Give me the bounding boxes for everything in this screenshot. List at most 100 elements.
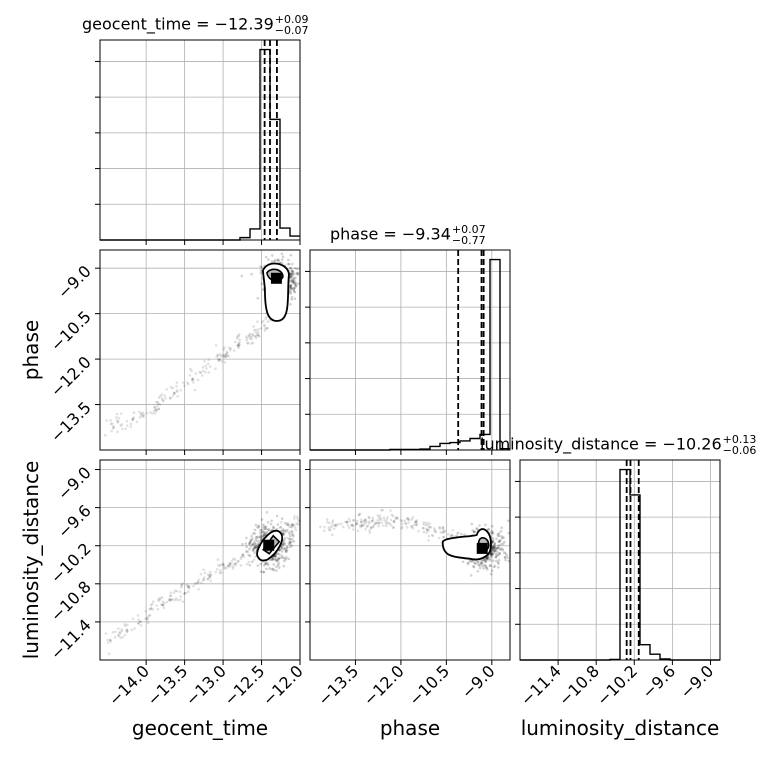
scatter-point	[260, 320, 264, 324]
mode-marker	[270, 272, 282, 284]
scatter-point	[163, 394, 167, 398]
scatter-point	[234, 564, 237, 567]
scatter-point	[119, 412, 123, 415]
title-value: geocent_time = −12.39	[82, 14, 274, 34]
scatter-point	[289, 280, 293, 283]
scatter-point	[201, 365, 205, 369]
scatter-point	[220, 360, 224, 363]
scatter-point	[356, 529, 360, 533]
scatter-point	[155, 405, 159, 408]
scatter-point	[199, 371, 203, 374]
scatter-point	[411, 527, 415, 530]
scatter-point	[191, 377, 194, 380]
scatter-point	[450, 533, 453, 537]
scatter-point	[493, 546, 497, 550]
scatter-point	[263, 527, 267, 531]
scatter-point	[285, 550, 288, 553]
scatter-point	[262, 570, 265, 574]
scatter-point	[438, 525, 441, 529]
scatter-point	[285, 523, 289, 526]
scatter-point	[380, 508, 383, 512]
scatter-point	[280, 258, 284, 261]
scatter-point	[295, 284, 298, 288]
scatter-point	[497, 540, 501, 543]
scatter-point	[119, 636, 122, 640]
scatter-point	[244, 542, 248, 545]
scatter-point	[204, 364, 207, 368]
scatter-point	[148, 607, 151, 611]
scatter-point	[348, 519, 352, 523]
scatter-point	[415, 519, 419, 522]
title-plus: +0.13	[722, 433, 757, 446]
scatter-point	[264, 525, 267, 528]
scatter-point	[392, 525, 395, 529]
scatter-point	[407, 518, 411, 521]
scatter-point	[237, 334, 240, 338]
scatter-point	[431, 534, 434, 538]
scatter-point	[191, 378, 195, 381]
scatter-point	[381, 508, 384, 512]
scatter-point	[259, 265, 262, 268]
scatter-point	[253, 334, 256, 338]
scatter-point	[126, 623, 129, 627]
y-tick-label: −10.2	[47, 539, 95, 587]
scatter-point	[394, 517, 397, 521]
scatter-point	[481, 564, 484, 568]
scatter-point	[507, 559, 510, 563]
scatter-point	[285, 545, 289, 549]
scatter-point	[426, 523, 430, 526]
scatter-point	[125, 628, 129, 632]
scatter-point	[460, 532, 463, 536]
scatter-point	[179, 595, 183, 598]
scatter-point	[290, 269, 294, 272]
scatter-point	[281, 542, 285, 546]
scatter-point	[289, 283, 293, 287]
scatter-point	[491, 537, 495, 540]
scatter-point	[293, 290, 297, 294]
scatter-point	[279, 520, 283, 524]
scatter-point	[287, 542, 291, 545]
scatter-point	[390, 513, 393, 517]
scatter-point	[249, 539, 253, 543]
scatter-point	[279, 525, 283, 529]
scatter-point	[395, 516, 399, 520]
scatter-point	[175, 381, 179, 384]
scatter-point	[292, 286, 296, 290]
scatter-point	[129, 425, 133, 429]
scatter-point	[207, 371, 211, 374]
scatter-point	[142, 413, 145, 416]
scatter-point	[259, 538, 263, 541]
scatter-point	[378, 514, 382, 518]
scatter-point	[503, 556, 507, 559]
scatter-point	[228, 348, 232, 352]
scatter-point	[346, 521, 349, 524]
scatter-point	[262, 532, 266, 536]
scatter-point	[287, 523, 290, 527]
scatter-point	[259, 269, 263, 272]
scatter-point	[417, 529, 420, 533]
scatter-point	[140, 413, 143, 417]
scatter-point	[249, 335, 253, 339]
scatter-point	[414, 520, 417, 524]
scatter-point	[258, 335, 261, 338]
scatter-point	[257, 334, 260, 337]
scatter-point	[112, 426, 116, 430]
scatter-point	[276, 559, 280, 562]
scatter-point	[496, 566, 500, 569]
scatter-point	[111, 631, 115, 634]
scatter-point	[107, 652, 111, 655]
scatter-point	[121, 427, 124, 431]
scatter-point	[251, 548, 255, 552]
scatter-point	[219, 354, 223, 358]
scatter-point	[187, 586, 191, 590]
scatter-point	[131, 617, 135, 621]
scatter-point	[169, 385, 173, 389]
scatter-point	[265, 567, 268, 571]
scatter-point	[275, 565, 278, 568]
scatter-point	[139, 412, 143, 416]
scatter-point	[503, 540, 506, 544]
scatter-point	[484, 565, 488, 569]
scatter-point	[485, 557, 488, 561]
scatter-point	[482, 567, 486, 570]
scatter-point	[291, 538, 294, 541]
